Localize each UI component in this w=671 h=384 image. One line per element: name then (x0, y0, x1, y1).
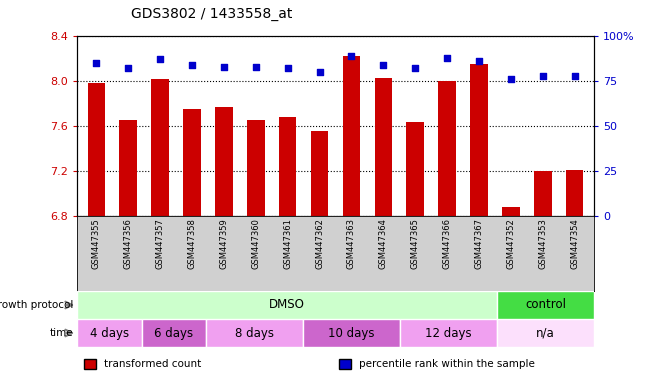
Point (505, 76, 516, 82)
Text: DMSO: DMSO (269, 298, 305, 311)
Text: GSM447355: GSM447355 (92, 218, 101, 269)
Bar (374, 78, 392, 216)
Text: 4 days: 4 days (90, 326, 129, 339)
Text: GSM447360: GSM447360 (251, 218, 260, 269)
Text: 12 days: 12 days (425, 326, 472, 339)
Bar (87, 83, 105, 216)
Text: GDS3802 / 1433558_at: GDS3802 / 1433558_at (131, 7, 292, 21)
Text: n/a: n/a (536, 326, 555, 339)
Bar (247, 120, 264, 216)
Text: GSM447366: GSM447366 (443, 218, 452, 269)
Bar (279, 117, 297, 216)
Text: GSM447357: GSM447357 (156, 218, 164, 269)
Bar (400, 319, 497, 347)
Bar (343, 56, 360, 216)
Bar (119, 120, 137, 216)
Bar (438, 81, 456, 216)
Bar (502, 207, 519, 216)
Text: GSM447353: GSM447353 (538, 218, 548, 269)
Text: GSM447354: GSM447354 (570, 218, 579, 269)
Point (537, 73, 548, 79)
Text: GSM447361: GSM447361 (283, 218, 292, 269)
Text: growth protocol: growth protocol (0, 300, 74, 310)
Point (378, 62, 389, 68)
Text: transformed count: transformed count (104, 359, 201, 369)
Point (155, 56, 166, 63)
Point (123, 65, 134, 71)
Text: GSM447363: GSM447363 (347, 218, 356, 269)
Bar (566, 170, 584, 216)
Bar (470, 64, 488, 216)
Bar (207, 319, 303, 347)
Bar (407, 121, 424, 216)
Text: percentile rank within the sample: percentile rank within the sample (359, 359, 535, 369)
Bar (497, 319, 594, 347)
Text: GSM447365: GSM447365 (411, 218, 420, 269)
Point (569, 73, 580, 79)
Bar (497, 291, 594, 319)
Bar (142, 319, 207, 347)
Point (250, 63, 261, 70)
Point (410, 65, 421, 71)
Text: 6 days: 6 days (154, 326, 194, 339)
Bar (303, 319, 400, 347)
Point (91, 60, 102, 66)
Point (474, 58, 484, 64)
Point (314, 69, 325, 75)
Bar (311, 131, 328, 216)
Text: GSM447352: GSM447352 (507, 218, 515, 269)
Bar (183, 109, 201, 216)
Point (187, 62, 197, 68)
Bar (534, 171, 552, 216)
Text: GSM447364: GSM447364 (379, 218, 388, 269)
Point (282, 65, 293, 71)
Text: 10 days: 10 days (328, 326, 375, 339)
Text: GSM447359: GSM447359 (219, 218, 228, 269)
Point (219, 63, 229, 70)
Text: GSM447356: GSM447356 (123, 218, 133, 269)
Text: GSM447362: GSM447362 (315, 218, 324, 269)
Bar (152, 79, 169, 216)
Point (442, 55, 452, 61)
Text: time: time (50, 328, 74, 338)
Bar (215, 107, 233, 216)
Text: GSM447367: GSM447367 (474, 218, 484, 269)
Text: control: control (525, 298, 566, 311)
Text: 8 days: 8 days (236, 326, 274, 339)
Text: GSM447358: GSM447358 (187, 218, 197, 269)
Point (346, 53, 357, 59)
Bar (77, 319, 142, 347)
Bar (77, 291, 497, 319)
